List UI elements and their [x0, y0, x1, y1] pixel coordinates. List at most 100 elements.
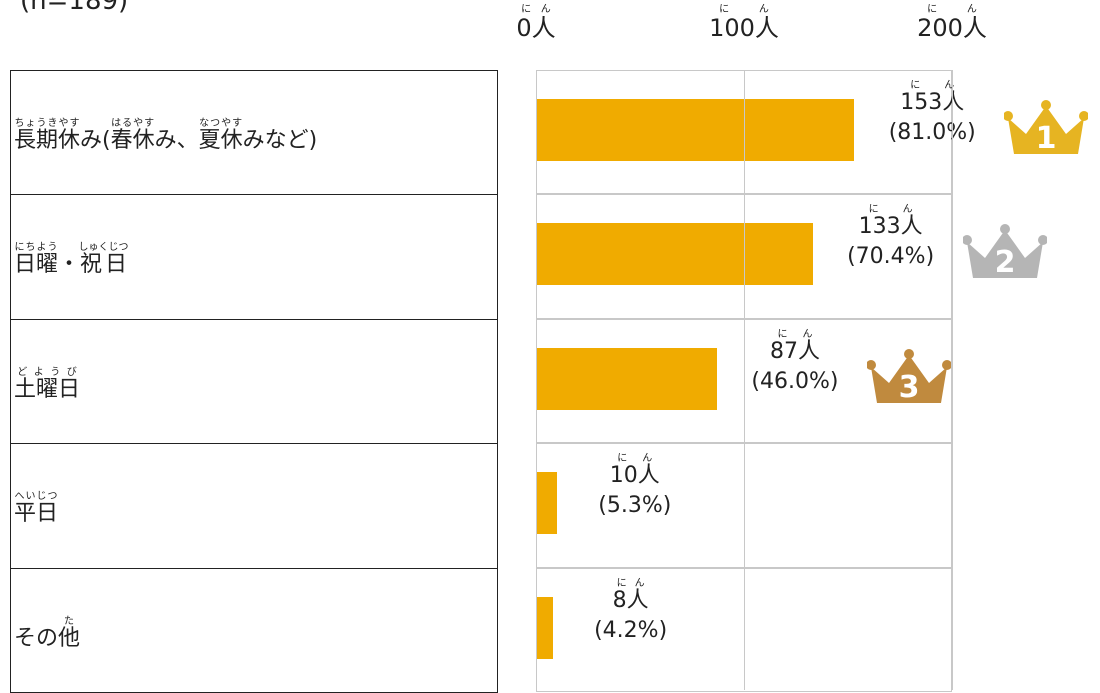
base-text: 133人: [858, 214, 923, 240]
base-text: 日曜: [14, 252, 59, 278]
category-cell: [10, 567, 498, 693]
crown-shape: [966, 230, 1043, 279]
ruby-text: 8人にん: [612, 578, 649, 613]
furigana: にん: [516, 4, 556, 15]
furigana: にん: [612, 577, 649, 589]
furigana: た: [58, 615, 81, 627]
furigana: にん: [917, 4, 987, 15]
ruby-text: 土曜日どようび: [14, 367, 80, 402]
ruby-text: 87人にん: [769, 329, 820, 364]
base-text: 10人: [609, 463, 660, 489]
furigana: はるやす: [110, 118, 155, 129]
furigana: なつやす: [198, 118, 243, 129]
bar: [536, 347, 717, 410]
category-label: 平日へいじつ: [14, 491, 58, 527]
value-line: 8人にん: [594, 578, 667, 616]
crown-shape: [870, 354, 947, 403]
ruby-text: 他た: [58, 616, 81, 651]
ruby-text: 平日へいじつ: [14, 491, 59, 527]
ruby-text: 100人にん: [709, 4, 779, 42]
value-label: 153人にん (81.0%): [889, 80, 976, 148]
value-line: 133人にん: [847, 204, 934, 242]
category-text: みなど): [242, 128, 318, 153]
percentage-label: (70.4%): [847, 244, 935, 270]
ruby-text: 0人にん: [516, 4, 555, 42]
crown-shape: [1008, 106, 1085, 154]
category-text: み(: [80, 128, 111, 153]
grid-line: [952, 70, 953, 690]
grid-line: [744, 70, 745, 690]
ruby-text: 10人にん: [609, 453, 660, 489]
furigana: へいじつ: [14, 491, 59, 503]
furigana: にん: [609, 453, 660, 465]
value-label: 8人にん (4.2%): [594, 578, 667, 646]
ruby-text: 日曜にちよう: [14, 242, 59, 278]
crown-jewel: [999, 224, 1010, 235]
ruby-text: 133人にん: [858, 204, 923, 240]
grid-line: [536, 70, 537, 690]
crown-jewel: [941, 359, 951, 370]
category-label: その他た: [14, 616, 80, 652]
rank-number: 1: [1036, 121, 1057, 156]
crown-jewel: [903, 348, 914, 359]
rank-crown: 3: [866, 348, 951, 405]
base-text: 他: [58, 625, 81, 651]
base-text: 平日: [14, 501, 59, 527]
crown-jewel: [962, 235, 972, 246]
bar: [536, 223, 813, 286]
furigana: しゅくじつ: [78, 242, 129, 254]
percentage-label: (5.3%): [598, 493, 672, 519]
base-text: 長期休: [14, 128, 81, 153]
crown-jewel: [1079, 111, 1089, 121]
value-line: 153人にん: [889, 80, 976, 118]
base-text: 153人: [900, 90, 965, 115]
ruby-text: 200人にん: [917, 4, 987, 42]
crown-jewel: [1037, 235, 1047, 246]
rank-crown: 1: [1004, 100, 1089, 156]
base-text: 87人: [769, 338, 820, 364]
furigana: にん: [769, 328, 820, 340]
category-text: み、: [154, 128, 199, 153]
percentage-label: (46.0%): [751, 368, 839, 394]
category-cell: [10, 318, 498, 445]
base-text: 春休: [110, 128, 155, 153]
furigana: にん: [858, 204, 923, 216]
ruby-text: 春休はるやす: [110, 118, 155, 153]
ruby-text: 夏休なつやす: [198, 118, 243, 153]
base-text: 8人: [612, 587, 649, 613]
x-tick-label: 100人にん: [709, 4, 779, 43]
bar: [536, 99, 855, 161]
rank-number: 3: [899, 370, 920, 405]
bar: [536, 596, 553, 659]
category-text: その: [14, 625, 59, 651]
bar: [536, 472, 557, 535]
percentage-label: (4.2%): [594, 617, 668, 643]
rank-crown: 2: [962, 224, 1047, 280]
category-label: 土曜日どようび: [14, 367, 80, 403]
base-text: 夏休: [198, 128, 243, 153]
sample-size: (n=189): [20, 0, 129, 16]
furigana: にん: [709, 4, 779, 15]
x-tick-label: 200人にん: [917, 4, 987, 43]
base-text: 200人: [917, 14, 987, 42]
category-text: ・: [58, 252, 81, 278]
category-label: 長期休ちょうきやすみ(春休はるやすみ、夏休なつやすみなど): [14, 118, 317, 154]
value-line: 10人にん: [598, 453, 671, 491]
furigana: ちょうきやす: [14, 118, 81, 129]
furigana: どようび: [14, 366, 81, 378]
crown-jewel: [1004, 111, 1014, 121]
rank-number: 2: [994, 245, 1015, 280]
ruby-text: 153人にん: [900, 80, 965, 115]
furigana: にん: [900, 80, 965, 91]
crown-jewel: [866, 359, 876, 370]
x-tick-label: 0人にん: [516, 4, 555, 43]
crown-jewel: [1041, 100, 1052, 110]
value-label: 87人にん (46.0%): [751, 329, 838, 397]
category-cell: [10, 443, 498, 569]
ruby-text: 長期休ちょうきやす: [14, 118, 81, 153]
percentage-label: (81.0%): [888, 120, 976, 145]
value-line: 87人にん: [751, 329, 838, 367]
ruby-text: 祝日しゅくじつ: [79, 242, 129, 277]
value-label: 133人にん (70.4%): [847, 204, 934, 272]
